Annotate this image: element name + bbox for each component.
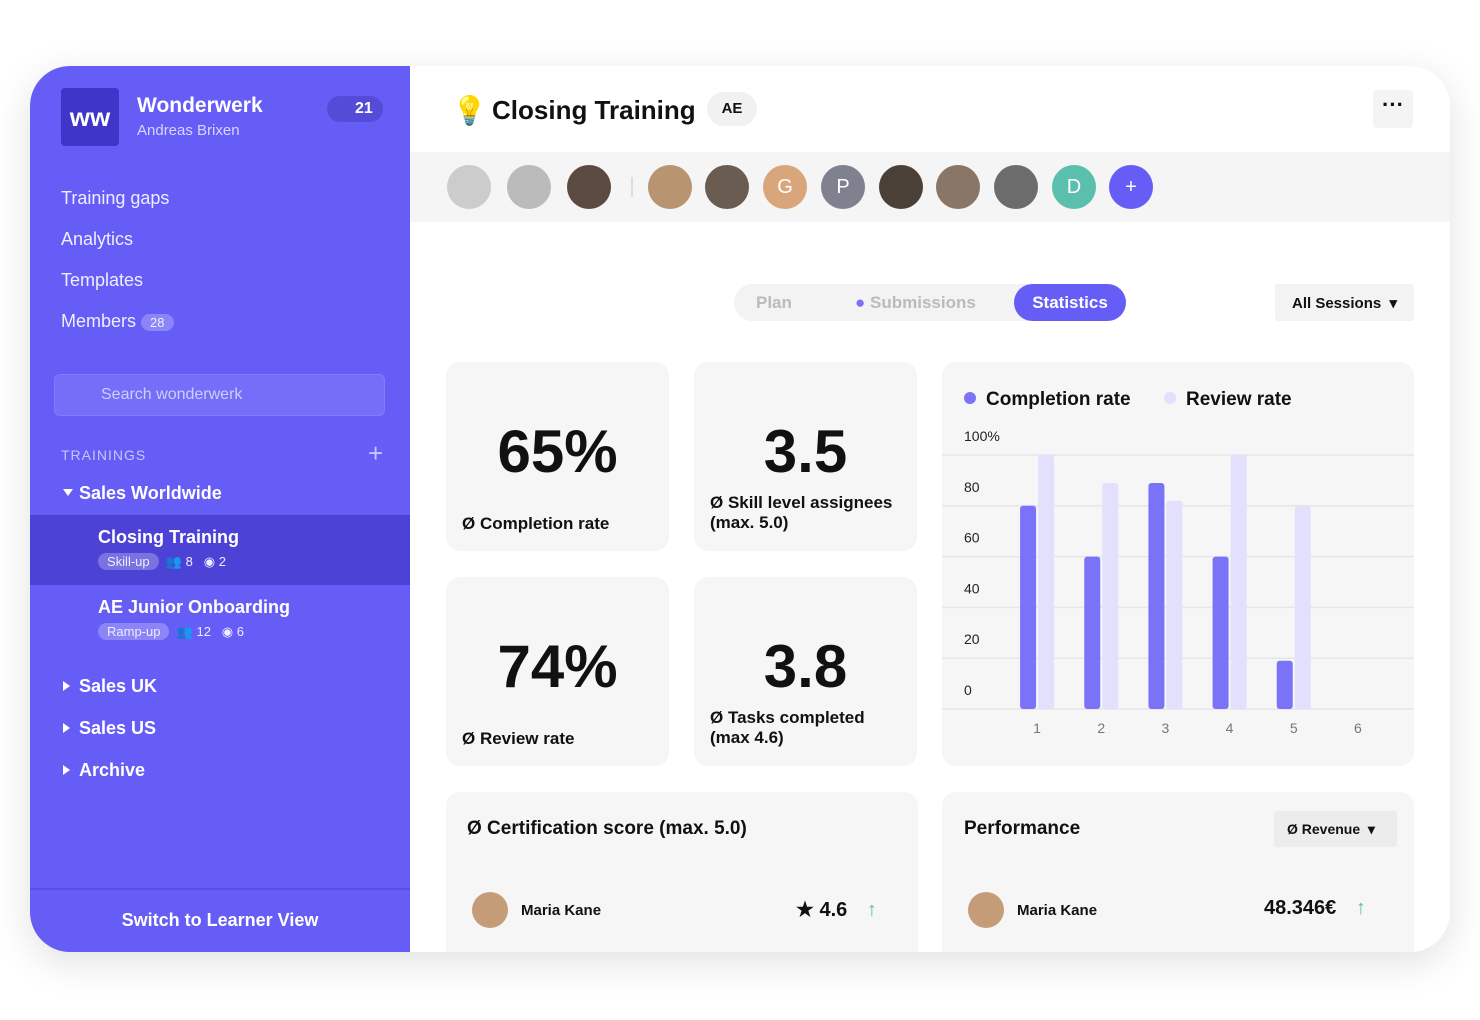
avatar[interactable]: G (763, 165, 807, 209)
person: Maria Kane (1017, 902, 1098, 919)
caret (63, 489, 73, 496)
stat-label: Ø Review rate (462, 729, 575, 748)
performance-card: Performance Ø Revenue ▾ Maria Kane 48.34… (942, 792, 1414, 952)
avatar[interactable] (447, 165, 491, 209)
dropdown[interactable]: All Sessions ▾ (1275, 284, 1414, 321)
selected-row[interactable] (30, 515, 410, 585)
revenue-value: 48.346€ (1264, 897, 1337, 919)
avatar[interactable]: P (821, 165, 865, 209)
stat-card: 65% Ø Completion rate (446, 362, 669, 551)
section-label: TRAININGS (61, 447, 147, 463)
count: 28 (141, 314, 174, 331)
group[interactable]: Sales UK (79, 676, 158, 696)
stat-value: 3.5 (763, 418, 848, 485)
bulb-icon: 💡 (452, 95, 487, 126)
user[interactable]: Andreas Brixen (137, 122, 240, 139)
card-title: Ø Certification score (max. 5.0) (467, 818, 747, 839)
chart-card (942, 362, 1414, 766)
points-badge: 21 (327, 96, 383, 122)
logo: ww (61, 88, 119, 146)
group[interactable]: Sales US (79, 718, 157, 738)
score-value: 4.6 (819, 899, 848, 921)
nav-item[interactable]: Templates (61, 270, 144, 290)
stat-label: Ø Skill level assignees (max. 5.0) (710, 493, 893, 532)
submissions: 6 (236, 624, 244, 639)
dropdown[interactable]: Ø Revenue ▾ (1274, 811, 1397, 847)
avatar[interactable] (936, 165, 980, 209)
search[interactable]: Search wonderwerk (54, 374, 385, 416)
tag: Ramp-up (98, 623, 170, 640)
nav-item[interactable]: Training gaps (61, 188, 170, 208)
caret (63, 681, 70, 691)
avatar[interactable] (648, 165, 692, 209)
sidebar: ww Wonderwerk Andreas Brixen 21 Training… (30, 66, 410, 952)
caret (63, 765, 70, 775)
training-name: Closing Training (98, 527, 240, 547)
footer-button[interactable]: Switch to Learner View (30, 888, 410, 952)
people: 12 (196, 624, 211, 639)
more-button[interactable]: ··· (1373, 90, 1413, 128)
caret (63, 723, 70, 733)
revenue: 48.346€ ↑ (1264, 897, 1366, 919)
add-button[interactable]: + (368, 438, 384, 468)
submissions: 2 (218, 554, 226, 569)
avatar[interactable] (705, 165, 749, 209)
dropdown-label: All Sessions (1292, 295, 1382, 312)
stat-card: 74% Ø Review rate (446, 577, 669, 766)
nav-label: Members (61, 311, 137, 331)
avatar[interactable] (567, 165, 611, 209)
avatar[interactable] (879, 165, 923, 209)
members-bar (410, 152, 1450, 222)
stat-card: 3.8 Ø Tasks completed (max 4.6) (694, 577, 917, 766)
tab[interactable]: Plan (756, 293, 792, 312)
stat-value: 3.8 (763, 633, 848, 700)
group[interactable]: Sales Worldwide (79, 483, 222, 503)
avatar[interactable] (507, 165, 551, 209)
avatar (968, 892, 1004, 928)
badge-value: 21 (355, 100, 373, 117)
people: 8 (185, 554, 193, 569)
stat-card: 3.5 Ø Skill level assignees (max. 5.0) (694, 362, 917, 551)
stat-value: 74% (497, 633, 618, 700)
cert-card: Ø Certification score (max. 5.0) Maria K… (446, 792, 918, 952)
tag: AE (707, 92, 757, 126)
stat-label: Ø Completion rate (462, 514, 610, 533)
person: Maria Kane (521, 902, 602, 919)
avatar (472, 892, 508, 928)
tag: Skill-up (98, 553, 159, 570)
nav-item[interactable]: Analytics (61, 229, 134, 249)
stat-value: 65% (497, 418, 618, 485)
add-member[interactable]: + (1109, 165, 1153, 209)
training-name[interactable]: AE Junior Onboarding (98, 597, 290, 617)
nav-item[interactable]: Members 28 (61, 311, 174, 332)
stat-label: Ø Tasks completed (max 4.6) (710, 708, 865, 747)
tab-active[interactable]: Statistics (1014, 284, 1126, 321)
group[interactable]: Archive (79, 760, 146, 780)
card-title: Performance (964, 818, 1081, 839)
divider (631, 177, 633, 197)
tab-label: Submissions (870, 293, 976, 312)
dropdown-label: Ø Revenue (1287, 821, 1361, 837)
avatar[interactable]: D (1052, 165, 1096, 209)
score: ★ 4.6 ↑ (796, 899, 877, 921)
avatar[interactable] (994, 165, 1038, 209)
brand: Wonderwerk (137, 94, 263, 117)
page-title: Closing Training (492, 95, 696, 125)
tab[interactable]: ● Submissions (855, 293, 976, 312)
